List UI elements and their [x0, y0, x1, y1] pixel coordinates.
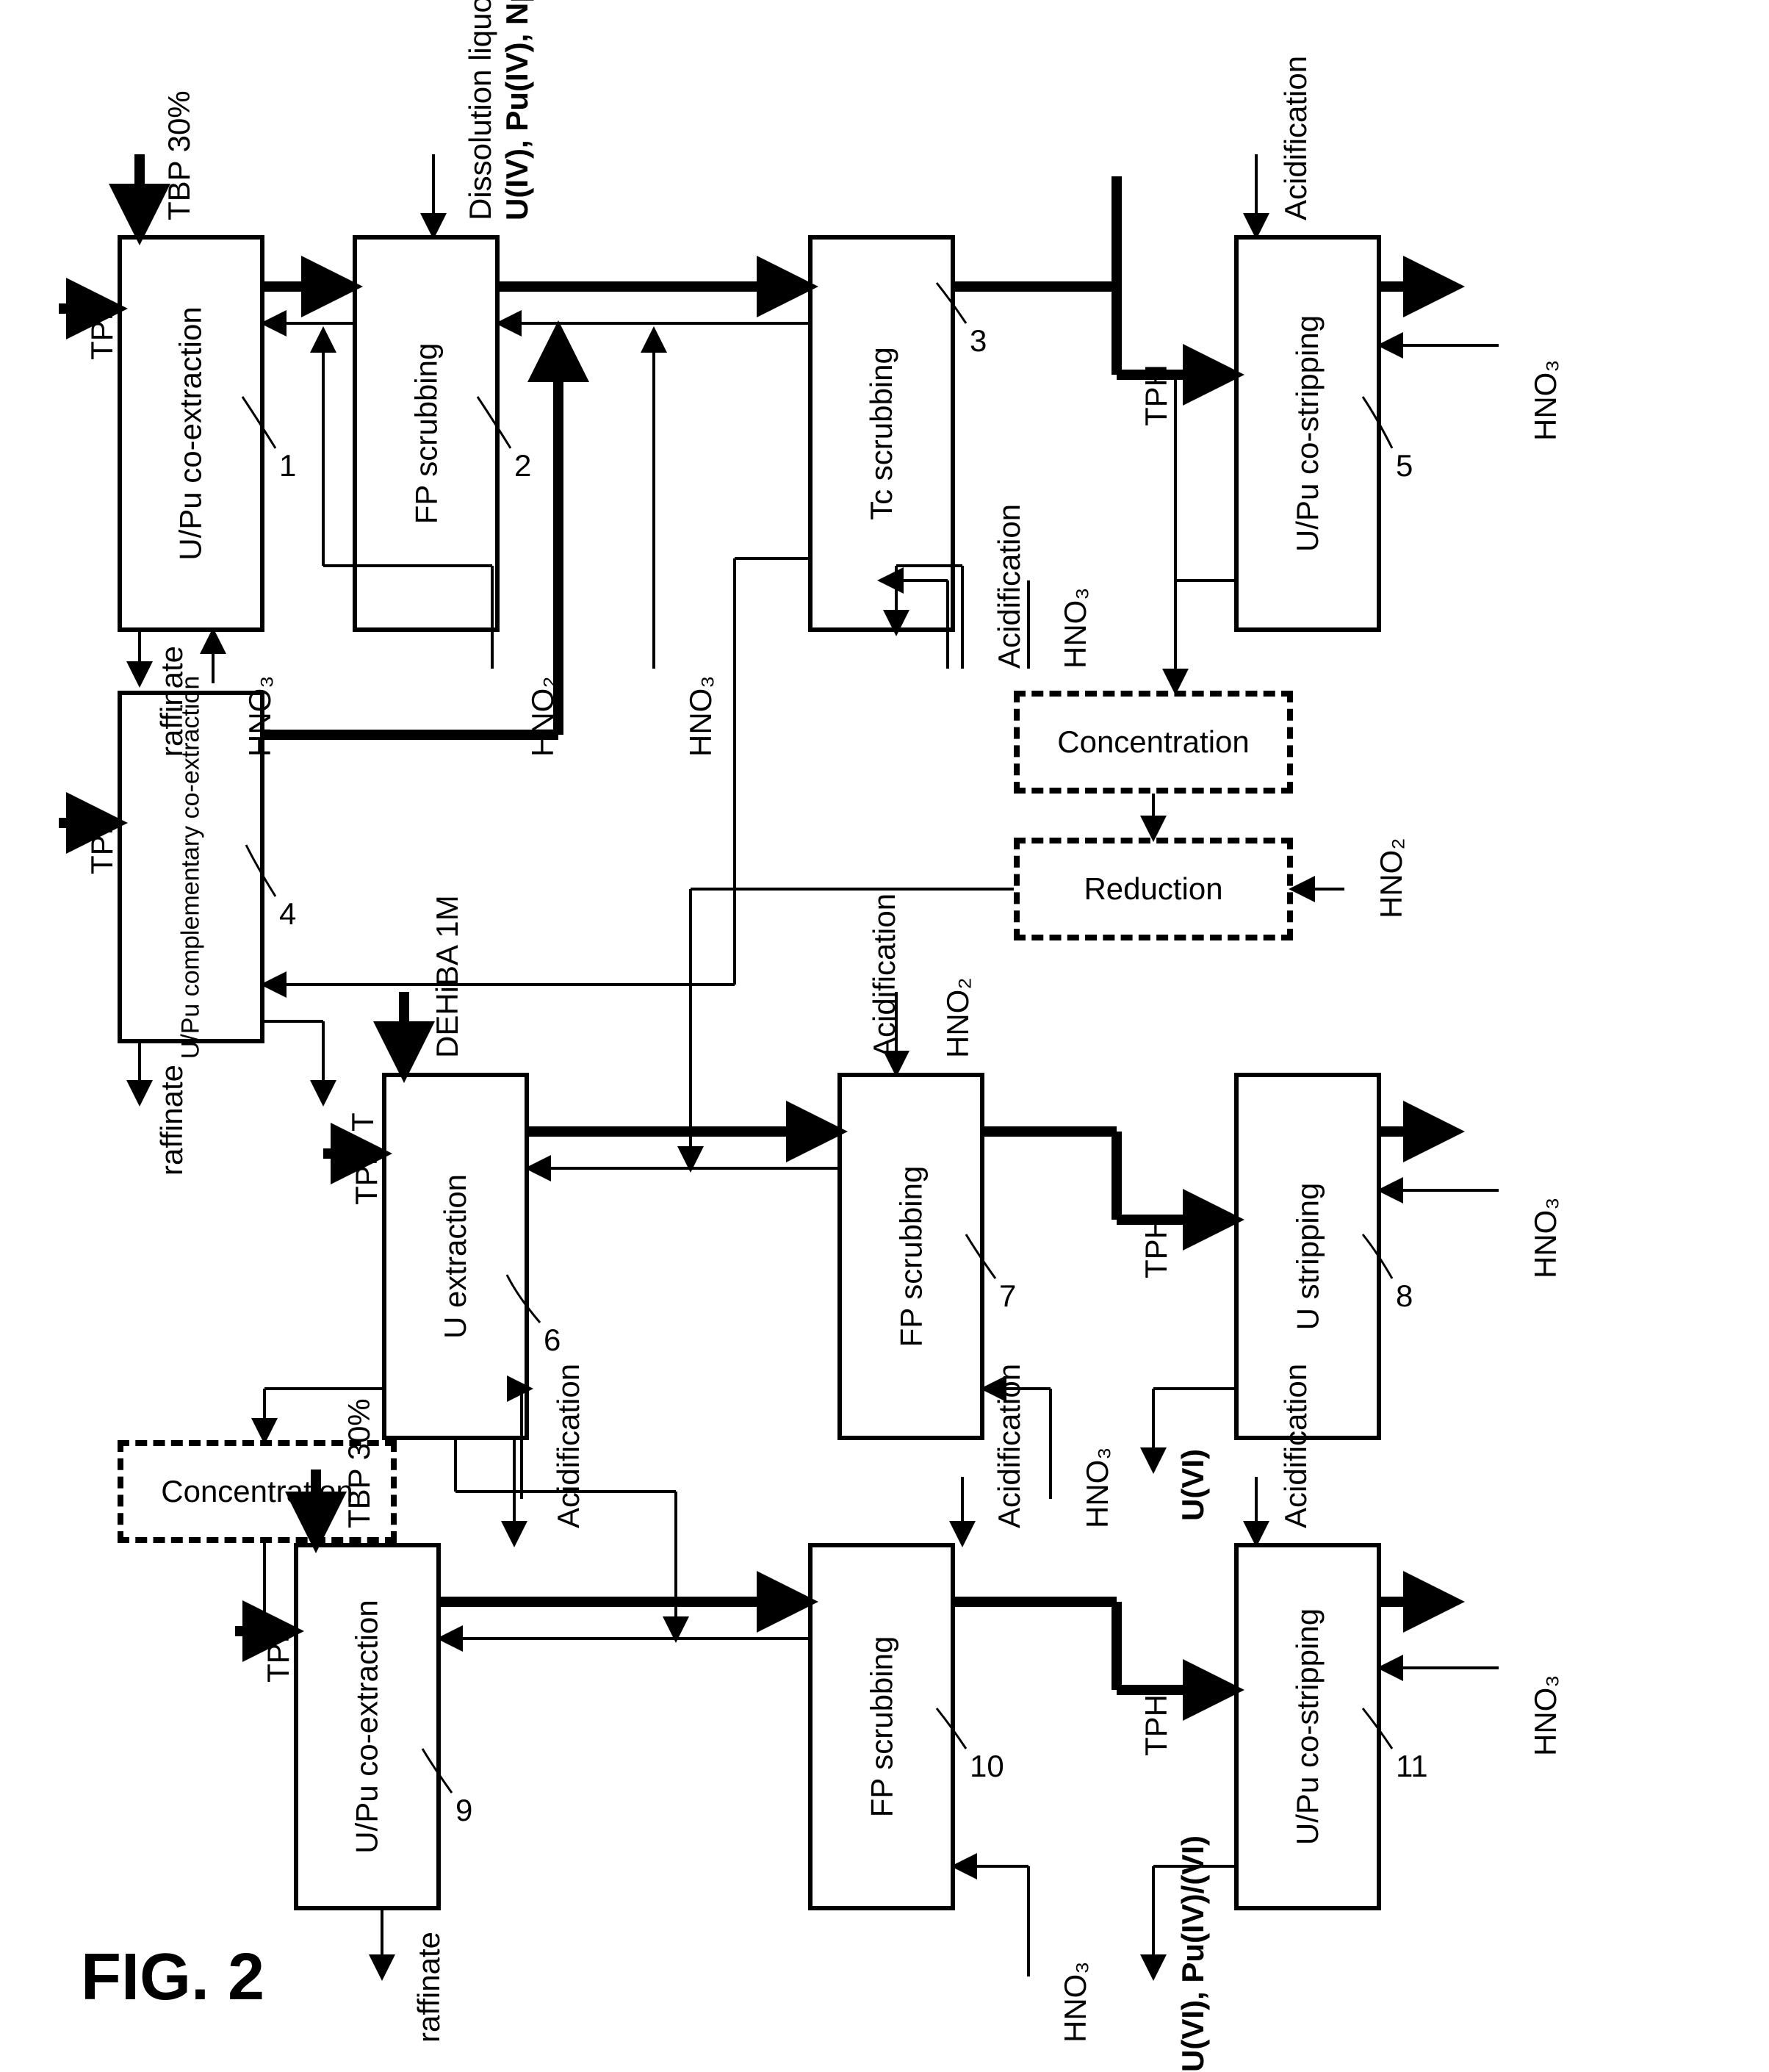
process-flowchart: Dissolution liquor U(IV), Pu(IV), Np(V)/… [29, 29, 1740, 2018]
box-11-label: U/Pu co-stripping [1290, 1608, 1325, 1845]
hno3-1: HNO₃ [242, 676, 278, 757]
num-8: 8 [1396, 1278, 1413, 1314]
box-5: U/Pu co-stripping [1234, 235, 1381, 632]
box-5-label: U/Pu co-stripping [1290, 315, 1325, 552]
title-line2: U(IV), Pu(IV), Np(V)/(VI), FP [500, 0, 535, 220]
num-9: 9 [455, 1793, 472, 1828]
uvi-out: U(VI) [1175, 1449, 1211, 1521]
box-6: U extraction [382, 1073, 529, 1440]
box-1: U/Pu co-extraction [118, 235, 264, 632]
box-1-label: U/Pu co-extraction [173, 306, 209, 560]
num-11: 11 [1396, 1749, 1428, 1784]
raffinate-3: raffinate [411, 1932, 447, 2043]
num-4: 4 [279, 896, 296, 932]
concentration-2-label: Concentration [161, 1474, 353, 1509]
box-8-label: U stripping [1290, 1183, 1325, 1331]
box-11: U/Pu co-stripping [1234, 1543, 1381, 1910]
num-7: 7 [999, 1278, 1016, 1314]
hno3-11: HNO₃ [1528, 1675, 1563, 1756]
tph-3: TPH [84, 813, 120, 874]
tph-7: TPH [1139, 1694, 1174, 1756]
acidif-3: Acidification [867, 893, 902, 1058]
num-2: 2 [514, 448, 531, 483]
num-5: 5 [1396, 448, 1413, 483]
hno2-3: HNO₂ [940, 977, 976, 1058]
box-9-label: U/Pu co-extraction [350, 1600, 385, 1853]
box-2-label: FP scrubbing [408, 343, 444, 525]
raffinate-1: raffinate [154, 646, 190, 757]
num-3: 3 [970, 323, 987, 359]
acidif-6: Acidification [1278, 1364, 1314, 1528]
box-7: FP scrubbing [837, 1073, 984, 1440]
hno3-8: HNO₃ [1528, 1198, 1563, 1278]
box-7-label: FP scrubbing [893, 1166, 929, 1348]
title-line1: Dissolution liquor [463, 0, 498, 220]
acidif-4: Acidification [551, 1364, 586, 1528]
hno3-6: HNO₃ [1080, 1447, 1115, 1528]
box-concentration-1: Concentration [1014, 691, 1293, 794]
concentration-1-label: Concentration [1057, 724, 1250, 760]
acidif-5: Acidification [992, 1364, 1027, 1528]
tph-1: TPH [84, 298, 120, 360]
box-10: FP scrubbing [808, 1543, 955, 1910]
box-9: U/Pu co-extraction [294, 1543, 441, 1910]
tph-4: TPH [349, 1143, 384, 1205]
dehiba-1: DEHiBA 1M [430, 895, 465, 1058]
box-2: FP scrubbing [353, 235, 500, 632]
hno3-9: HNO₃ [1058, 1962, 1093, 2043]
tph-6: TPH [261, 1621, 296, 1683]
tbp30-1: TBP 30% [162, 90, 197, 220]
hno3-5: HNO₃ [1528, 360, 1563, 441]
hno3-2: HNO₃ [683, 676, 718, 757]
tph-2: TPH [1139, 364, 1174, 426]
figure-caption: FIG. 2 [81, 1940, 264, 2015]
box-reduction: Reduction [1014, 838, 1293, 940]
reduction-label: Reduction [1084, 871, 1222, 907]
num-6: 6 [544, 1323, 561, 1358]
num-10: 10 [970, 1749, 1004, 1784]
T-label: T [345, 1112, 381, 1132]
box-3: Tc scrubbing [808, 235, 955, 632]
box-10-label: FP scrubbing [864, 1636, 899, 1818]
hno2-2: HNO₂ [1374, 838, 1409, 918]
hno3-3: HNO₃ [1058, 588, 1093, 669]
box-6-label: U extraction [438, 1174, 473, 1339]
raffinate-2: raffinate [154, 1065, 190, 1176]
tbp30-2: TBP 30% [342, 1398, 377, 1528]
box-3-label: Tc scrubbing [864, 347, 899, 520]
uvi-pu-out: U(VI), Pu(IV)/(VI) [1175, 1835, 1211, 2072]
acidif-2: Acidification [1278, 56, 1314, 220]
num-1: 1 [279, 448, 296, 483]
hno2-1: HNO₂ [525, 676, 561, 757]
acidif-1: Acidification [992, 504, 1027, 669]
tph-5: TPH [1139, 1217, 1174, 1278]
